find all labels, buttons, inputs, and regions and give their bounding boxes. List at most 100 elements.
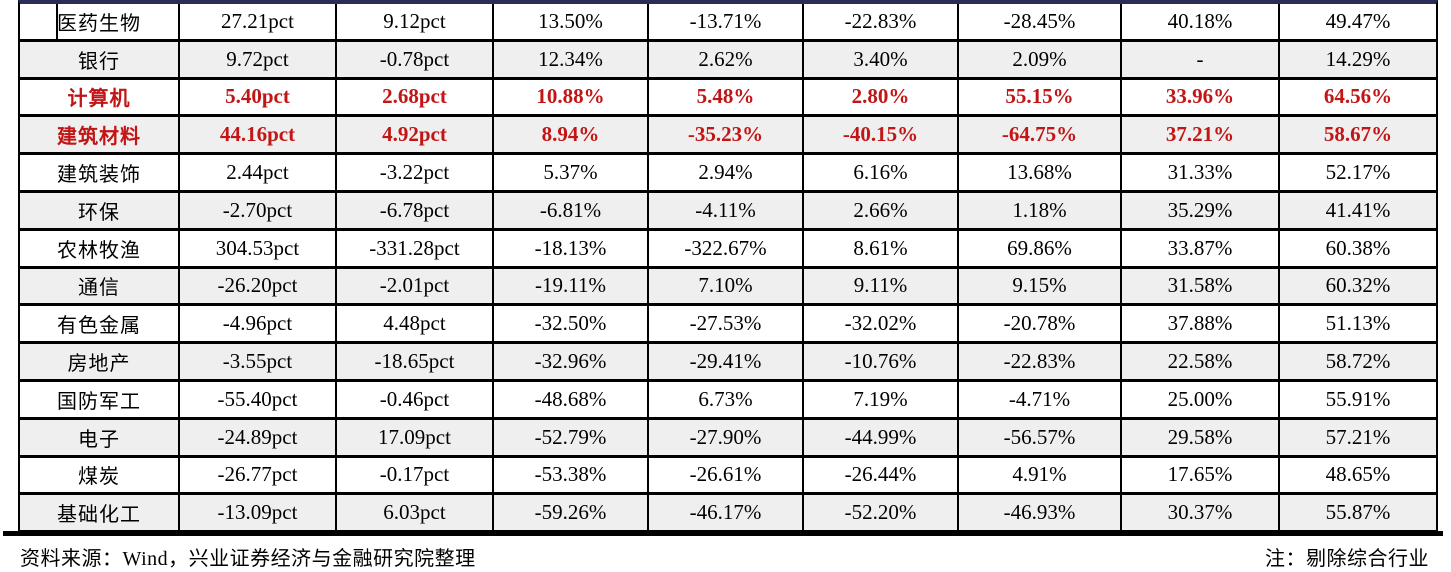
value-cell: 29.58%	[1120, 419, 1278, 455]
value-cell: -26.61%	[647, 457, 802, 493]
value-cell: -59.26%	[492, 495, 647, 531]
value-cell: 2.44pct	[178, 155, 335, 190]
value-cell: -322.67%	[647, 230, 802, 266]
value-cell: 60.38%	[1278, 230, 1436, 266]
value-cell: 37.88%	[1120, 306, 1278, 342]
value-cell: 57.21%	[1278, 419, 1436, 455]
value-cell: 10.88%	[492, 79, 647, 115]
value-cell: -48.68%	[492, 381, 647, 417]
value-cell: -27.53%	[647, 306, 802, 342]
value-cell: 1.18%	[957, 192, 1120, 228]
table-row: 电子 -24.89pct 17.09pct -52.79% -27.90% -44.99%…	[20, 419, 1436, 458]
value-cell: 2.80%	[802, 79, 957, 115]
industry-name-cell: 有色金属	[57, 315, 141, 338]
value-cell: -56.57%	[957, 419, 1120, 455]
industry-name-cell: 电子	[78, 428, 120, 451]
value-cell: -26.77pct	[178, 457, 335, 493]
value-cell: -53.38%	[492, 457, 647, 493]
value-cell: -26.44%	[802, 457, 957, 493]
value-cell: 31.58%	[1120, 268, 1278, 304]
value-cell: -26.20pct	[178, 268, 335, 304]
table-row: 医药生物 27.21pct 9.12pct 13.50% -13.71% -22.83% -…	[20, 4, 1436, 42]
value-cell: 2.09%	[957, 41, 1120, 77]
value-cell: 40.18%	[1120, 4, 1278, 39]
value-cell: 27.21pct	[178, 4, 335, 39]
value-cell: -4.71%	[957, 381, 1120, 417]
value-cell: -2.01pct	[335, 268, 492, 304]
value-cell: 9.12pct	[335, 4, 492, 39]
value-cell: -27.90%	[647, 419, 802, 455]
value-cell: 2.62%	[647, 41, 802, 77]
value-cell: 60.32%	[1278, 268, 1436, 304]
value-cell: 33.96%	[1120, 79, 1278, 115]
table-row: 环保 -2.70pct -6.78pct -6.81% -4.11% 2.66% 1.18%…	[20, 192, 1436, 231]
table-row: 建筑材料 44.16pct 4.92pct 8.94% -35.23% -40.15% -6…	[20, 117, 1436, 156]
table-row: 房地产 -3.55pct -18.65pct -32.96% -29.41% -10.76…	[20, 344, 1436, 382]
value-cell: 41.41%	[1278, 192, 1436, 228]
value-cell: -28.45%	[957, 4, 1120, 39]
industry-name-cell: 农林牧渔	[57, 239, 141, 262]
value-cell: 5.48%	[647, 79, 802, 115]
industry-name-cell: 环保	[78, 201, 120, 224]
value-cell: -64.75%	[957, 117, 1120, 153]
value-cell: 7.19%	[802, 381, 957, 417]
table-row: 国防军工 -55.40pct -0.46pct -48.68% 6.73% 7.19% -4…	[20, 381, 1436, 420]
value-cell: -24.89pct	[178, 419, 335, 455]
value-cell: -6.81%	[492, 192, 647, 228]
value-cell: 55.91%	[1278, 381, 1436, 417]
value-cell: -52.20%	[802, 495, 957, 531]
industry-name-cell: 建筑材料	[57, 126, 141, 149]
industry-name-cell: 银行	[78, 50, 120, 73]
value-cell: 58.72%	[1278, 344, 1436, 379]
value-cell: -46.93%	[957, 495, 1120, 531]
value-cell: 2.66%	[802, 192, 957, 228]
industry-name-cell: 房地产	[67, 353, 131, 376]
value-cell: -10.76%	[802, 344, 957, 379]
value-cell: 49.47%	[1278, 4, 1436, 39]
value-cell: 30.37%	[1120, 495, 1278, 531]
value-cell: 37.21%	[1120, 117, 1278, 153]
value-cell: 2.68pct	[335, 79, 492, 115]
value-cell: 14.29%	[1278, 41, 1436, 77]
table-row: 通信 -26.20pct -2.01pct -19.11% 7.10% 9.11% 9.15…	[20, 268, 1436, 307]
industry-name-cell: 国防军工	[57, 390, 141, 413]
value-cell: 13.50%	[492, 4, 647, 39]
data-source-note: 资料来源：Wind，兴业证券经济与金融研究院整理	[20, 548, 476, 570]
value-cell: -20.78%	[957, 306, 1120, 342]
value-cell: -32.02%	[802, 306, 957, 342]
value-cell: 6.73%	[647, 381, 802, 417]
value-cell: 304.53pct	[178, 230, 335, 266]
value-cell: -22.83%	[802, 4, 957, 39]
value-cell: -44.99%	[802, 419, 957, 455]
value-cell: -32.96%	[492, 344, 647, 379]
table-row: 煤炭 -26.77pct -0.17pct -53.38% -26.61% -26.44%…	[20, 457, 1436, 496]
value-cell: -32.50%	[492, 306, 647, 342]
value-cell: 44.16pct	[178, 117, 335, 153]
value-cell: 22.58%	[1120, 344, 1278, 379]
industry-name-cell: 基础化工	[57, 504, 141, 527]
value-cell: -29.41%	[647, 344, 802, 379]
value-cell: 33.87%	[1120, 230, 1278, 266]
value-cell: 69.86%	[957, 230, 1120, 266]
value-cell: -6.78pct	[335, 192, 492, 228]
value-cell: -331.28pct	[335, 230, 492, 266]
value-cell: -52.79%	[492, 419, 647, 455]
value-cell: 64.56%	[1278, 79, 1436, 115]
industry-name-cell: 通信	[78, 277, 120, 300]
value-cell: 4.92pct	[335, 117, 492, 153]
industry-name-cell: 煤炭	[78, 466, 120, 489]
exclusion-note: 注：剔除综合行业	[1265, 548, 1429, 570]
value-cell: -0.78pct	[335, 41, 492, 77]
value-cell: 6.03pct	[335, 495, 492, 531]
value-cell: -46.17%	[647, 495, 802, 531]
value-cell: -22.83%	[957, 344, 1120, 379]
industry-name-cell: 医药生物	[20, 4, 178, 39]
value-cell: 58.67%	[1278, 117, 1436, 153]
value-cell: 48.65%	[1278, 457, 1436, 493]
value-cell: 2.94%	[647, 155, 802, 190]
value-cell: 17.09pct	[335, 419, 492, 455]
value-cell: -13.09pct	[178, 495, 335, 531]
value-cell: 9.11%	[802, 268, 957, 304]
value-cell: -18.13%	[492, 230, 647, 266]
value-cell: 3.40%	[802, 41, 957, 77]
